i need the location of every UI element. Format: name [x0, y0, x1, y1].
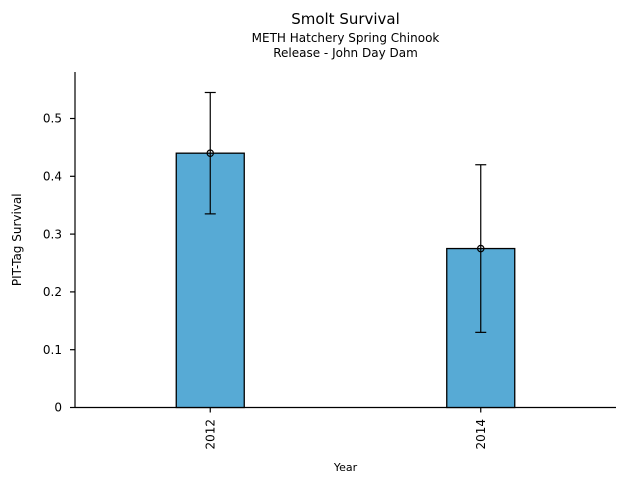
y-tick-label: 0.2: [43, 285, 62, 299]
y-tick-label: 0: [54, 401, 62, 415]
point-marker-2014: [476, 244, 485, 253]
point-marker-2012: [206, 149, 215, 157]
chart-subtitle-line-2: Release - John Day Dam: [273, 46, 418, 60]
x-tick-label-2014: 2014: [474, 419, 488, 450]
error-bars-group: [204, 91, 487, 333]
y-axis-label: PIT-Tag Survival: [10, 193, 24, 286]
y-tick-label: 0.1: [43, 343, 62, 357]
bars-group: [175, 152, 516, 409]
chart-title: Smolt Survival: [291, 10, 400, 28]
chart-subtitle-line-1: METH Hatchery Spring Chinook: [251, 31, 440, 45]
axes-group: [70, 72, 616, 413]
x-tick-label-2012: 2012: [203, 419, 217, 450]
y-tick-label: 0.4: [43, 170, 62, 184]
y-tick-label: 0.5: [43, 112, 62, 126]
y-tick-label: 0.3: [43, 227, 62, 241]
x-axis-label: Year: [333, 461, 358, 474]
axis-labels-group: 0 0.1 0.2 0.3 0.4 0.5 2012 2014 PIT-Tag Survival…: [10, 112, 488, 474]
